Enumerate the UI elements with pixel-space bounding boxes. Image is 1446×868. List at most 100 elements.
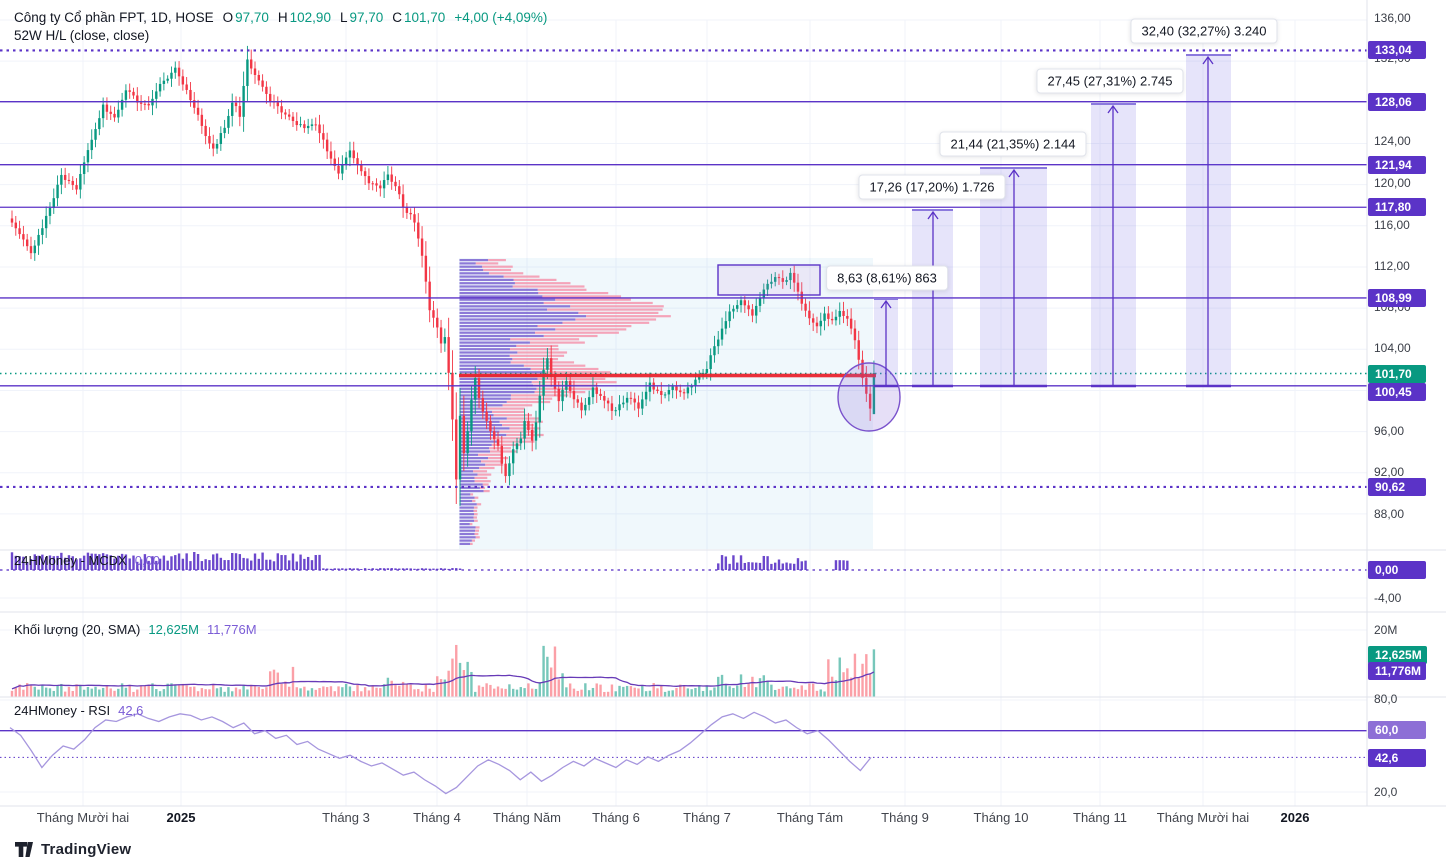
indicator-legend-52w[interactable]: 52W H/L (close, close) (14, 28, 150, 43)
profile-row-sell (491, 437, 532, 440)
volume-bar (10, 690, 14, 697)
profile-row-buy (459, 331, 536, 334)
price-axis-label: -4,00 (1374, 591, 1402, 605)
volume-bar (82, 689, 86, 697)
volume-bar (158, 691, 162, 697)
tradingview-logo[interactable]: TradingView (14, 841, 131, 858)
legend-part: 97,70 (349, 10, 384, 25)
measure-label[interactable]: 17,26 (17,20%) 1.726 (858, 174, 1006, 200)
candle-body (705, 369, 709, 373)
candle-body (162, 80, 166, 84)
profile-row-sell (510, 361, 575, 364)
profile-row-buy (459, 348, 510, 351)
volume-bar (90, 688, 93, 697)
measure-label[interactable]: 21,44 (21,35%) 2.144 (939, 131, 1087, 157)
profile-row-buy (459, 480, 475, 483)
profile-row-sell (474, 480, 491, 483)
volume-bar (815, 690, 819, 697)
profile-row-buy (459, 394, 511, 397)
profile-row-buy (459, 311, 579, 314)
volume-bar (610, 684, 614, 697)
profile-row-buy (459, 499, 473, 503)
volume-bar (250, 684, 253, 697)
volume-bar (136, 689, 139, 697)
profile-row-buy (459, 301, 544, 305)
candle-body (29, 246, 33, 254)
volume-bar (363, 687, 367, 697)
profile-row-sell (475, 262, 499, 265)
price-badge: 121,94 (1368, 156, 1426, 174)
profile-row-sell (513, 278, 557, 281)
mcdx-bar (174, 555, 177, 570)
profile-row-buy (459, 298, 556, 301)
mcdx-bar (804, 560, 807, 570)
volume-bar (265, 687, 268, 697)
candle-body (67, 179, 71, 181)
mcdx-bar (14, 555, 17, 570)
candle-body (789, 272, 792, 281)
mcdx-bar (390, 568, 393, 570)
candle-body (219, 133, 223, 144)
profile-row-sell (473, 506, 478, 509)
volume-bar (98, 689, 101, 697)
candle-body (804, 303, 807, 311)
candle-body (360, 165, 363, 172)
volume-bar (120, 683, 124, 697)
candle-body (413, 214, 416, 223)
candle-body (857, 340, 860, 360)
volume-bar (37, 689, 40, 697)
candle-body (834, 316, 838, 321)
mcdx-bar (212, 554, 215, 570)
candle-body (523, 420, 526, 439)
volume-bar (132, 691, 135, 697)
volume-bar (200, 688, 204, 697)
mcdx-bar (367, 568, 371, 570)
profile-row-sell (475, 536, 480, 539)
price-badge: 133,04 (1368, 41, 1426, 59)
candle-body (432, 310, 435, 318)
profile-row-sell (496, 440, 535, 443)
profile-row-buy (459, 526, 476, 529)
symbol-legend[interactable]: Công ty Cổ phần FPT, 1D, HOSE O 97,70 H 102,… (14, 8, 549, 28)
profile-row-sell (473, 513, 478, 516)
candle-body (527, 420, 530, 430)
profile-row-sell (538, 292, 609, 295)
pane-title-mcdx[interactable]: 24HMoney - MCDX 0,00 (14, 553, 168, 568)
candle-body (663, 394, 667, 396)
volume-bar (671, 690, 674, 697)
volume-bar (375, 687, 378, 697)
volume-bar (25, 683, 29, 697)
candle-body (485, 411, 488, 421)
mcdx-bar (234, 553, 238, 570)
pane-title-volume[interactable]: Khối lượng (20, SMA) 12,625M 11,776M (14, 622, 265, 637)
candle-body (124, 90, 128, 100)
pane-title-rsi[interactable]: 24HMoney - RSI 42,6 (14, 703, 151, 718)
candle-body (215, 143, 219, 149)
volume-bar (701, 690, 705, 697)
candle-body (872, 372, 876, 415)
volume-bar (496, 686, 500, 697)
volume-bar (272, 669, 276, 697)
candle-body (732, 308, 735, 312)
measure-label[interactable]: 32,40 (32,27%) 3.240 (1130, 18, 1278, 44)
profile-row-buy (459, 529, 476, 532)
candle-body (534, 422, 538, 441)
candle-body (743, 300, 747, 306)
candle-body (455, 419, 458, 480)
candle-body (682, 392, 686, 394)
measure-label[interactable]: 27,45 (27,31%) 2.745 (1036, 68, 1184, 94)
candle-body (398, 186, 401, 195)
mcdx-bar (751, 562, 754, 570)
profile-row-buy (459, 397, 511, 400)
time-axis-label: 2026 (1280, 810, 1310, 825)
measure-label[interactable]: 8,63 (8,61%) 863 (826, 265, 948, 291)
volume-bar (379, 688, 382, 697)
volume-bar (268, 671, 272, 697)
profile-row-buy (459, 407, 488, 410)
profile-row-sell (537, 288, 587, 291)
volume-bar (846, 668, 849, 697)
profile-row-buy (459, 364, 524, 367)
candle-body (344, 157, 348, 165)
volume-bar (800, 685, 803, 697)
